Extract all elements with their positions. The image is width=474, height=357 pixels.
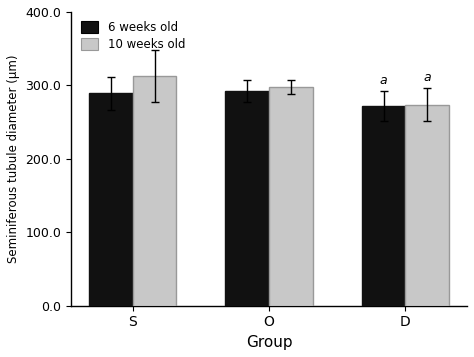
Bar (405, 105, 449, 306)
Text: a: a (380, 74, 387, 87)
Bar (362, 106, 405, 306)
Bar (226, 91, 269, 306)
Text: a: a (423, 71, 431, 84)
Legend: 6 weeks old, 10 weeks old: 6 weeks old, 10 weeks old (77, 18, 189, 55)
Bar (89, 94, 133, 306)
Bar (269, 87, 313, 306)
Y-axis label: Seminiferous tubule diameter (μm): Seminiferous tubule diameter (μm) (7, 55, 20, 263)
X-axis label: Group: Group (246, 335, 292, 350)
Bar (133, 76, 176, 306)
